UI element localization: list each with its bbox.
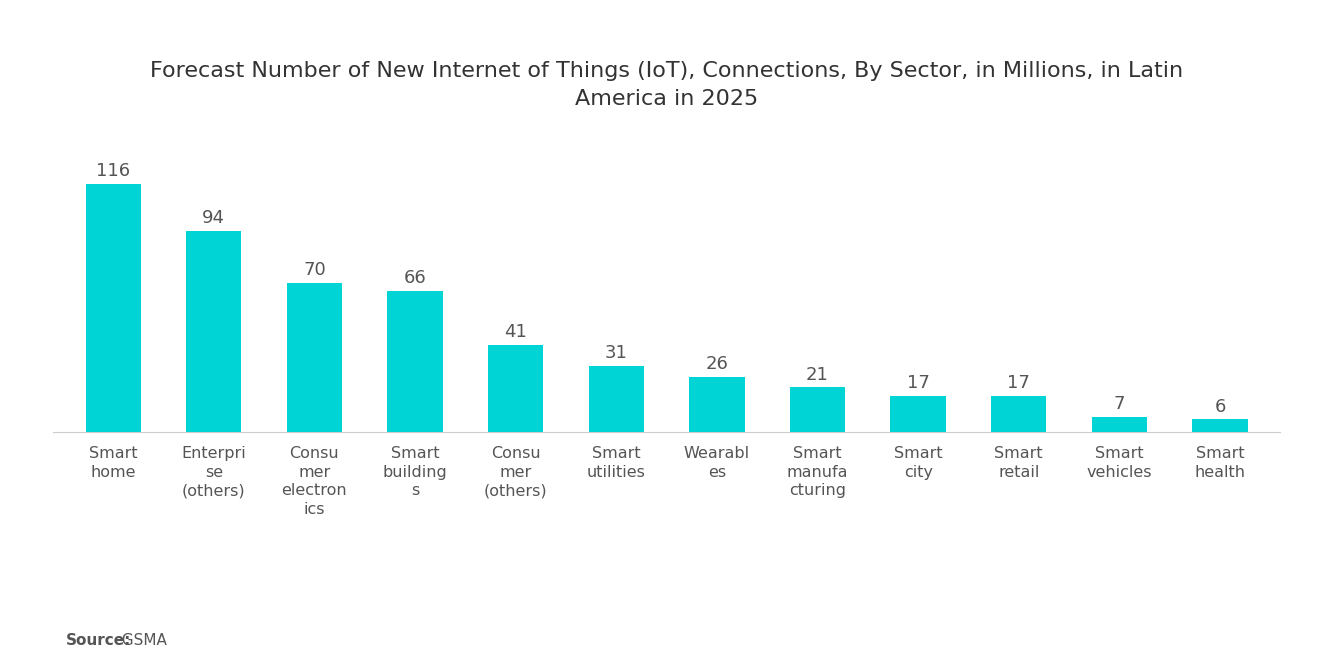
Text: 17: 17	[907, 374, 929, 392]
Bar	[286, 283, 342, 432]
Bar	[387, 291, 442, 432]
Text: Source:: Source:	[66, 633, 132, 648]
Bar	[488, 344, 544, 432]
Bar	[186, 231, 242, 432]
Text: 6: 6	[1214, 398, 1226, 416]
Bar	[891, 396, 946, 432]
Text: 21: 21	[807, 366, 829, 384]
Bar	[86, 184, 141, 432]
Title: Forecast Number of New Internet of Things (IoT), Connections, By Sector, in Mill: Forecast Number of New Internet of Thing…	[150, 61, 1183, 109]
Text: 17: 17	[1007, 374, 1030, 392]
Bar	[1092, 418, 1147, 432]
Bar	[589, 366, 644, 432]
Text: 26: 26	[705, 355, 729, 373]
Bar	[991, 396, 1047, 432]
Text: 31: 31	[605, 344, 628, 362]
Bar	[1192, 420, 1247, 432]
Text: 7: 7	[1114, 396, 1125, 414]
Text: 94: 94	[202, 209, 226, 227]
Text: 41: 41	[504, 323, 527, 340]
Text: 116: 116	[96, 162, 131, 180]
Bar	[789, 387, 845, 432]
Text: GSMA: GSMA	[112, 633, 168, 648]
Text: 70: 70	[304, 261, 326, 279]
Text: 66: 66	[404, 269, 426, 287]
Bar	[689, 376, 744, 432]
